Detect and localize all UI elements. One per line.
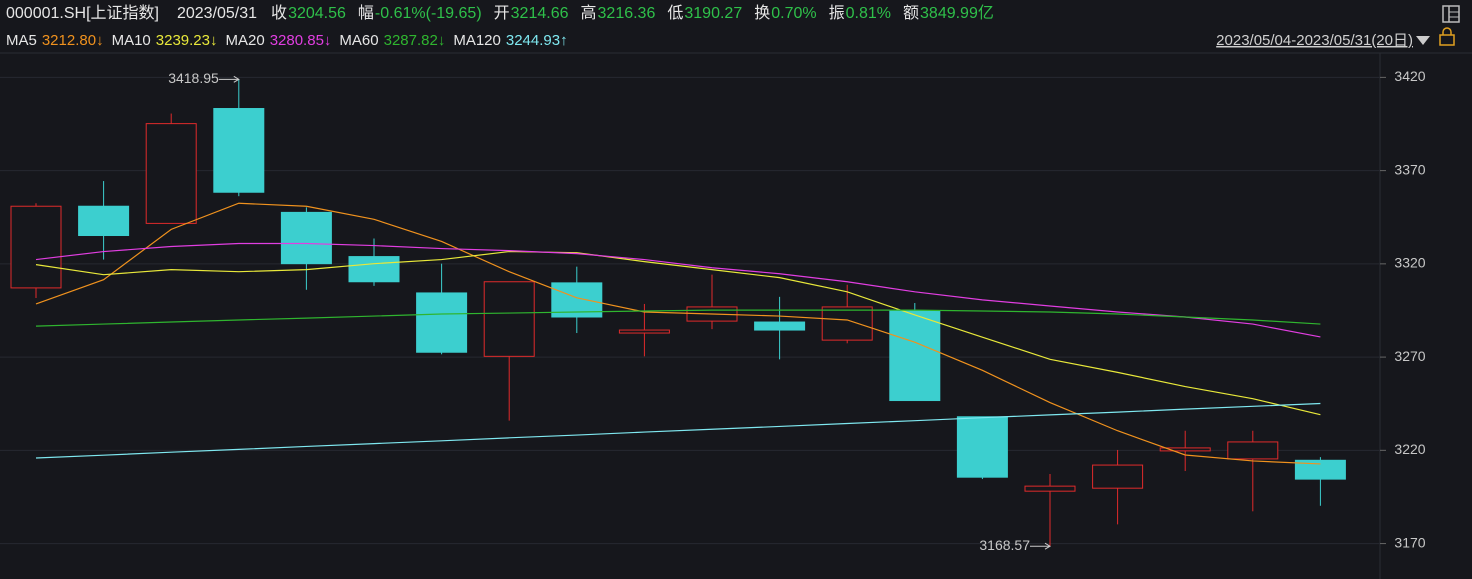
field-label: 开: [494, 5, 510, 22]
field-label: 幅: [358, 4, 374, 22]
field-label: 额: [903, 4, 919, 22]
legend-value: 3239.23↓: [156, 32, 218, 49]
ma-line: [35, 309, 1321, 327]
candle-body: [1159, 447, 1211, 452]
ma-line: [35, 202, 1321, 465]
range-text[interactable]: 2023/05/04-2023/05/31(20日): [1216, 32, 1413, 49]
high-label: 3418.95: [168, 70, 219, 86]
candle-body: [10, 205, 62, 289]
field-label: 收: [271, 4, 287, 22]
field-label: 低: [667, 4, 683, 22]
field-value: 3204.56: [288, 5, 346, 22]
legend-name: MA120: [453, 32, 501, 49]
legend-value: 3244.93↑: [506, 32, 568, 49]
y-tick-label: 3220: [1394, 441, 1425, 457]
y-tick-label: 3370: [1394, 161, 1425, 177]
field-value: 3214.66: [511, 5, 569, 22]
candle-body: [483, 281, 535, 357]
candle-body: [821, 306, 873, 341]
candle-body: [618, 329, 670, 334]
legend-name: MA20: [226, 32, 265, 49]
ma-line: [35, 242, 1321, 338]
ma-line: [35, 402, 1321, 459]
candle-body: [1294, 459, 1346, 480]
dropdown-icon: [1416, 36, 1430, 45]
high-arrowhead: [233, 75, 240, 83]
candle-body: [213, 108, 265, 193]
field-value: 0.81%: [846, 5, 891, 22]
field-label: 换: [754, 4, 770, 22]
candle-body: [1024, 485, 1076, 492]
candle-body: [956, 416, 1008, 478]
candle-body: [1227, 441, 1279, 460]
candle-body: [416, 292, 468, 353]
low-arrowhead: [1044, 542, 1051, 550]
candle-body: [889, 310, 941, 402]
field-label: 振: [829, 4, 845, 22]
legend-value: 3280.85↓: [270, 32, 332, 49]
field-value: 3216.36: [598, 5, 656, 22]
candle-body: [754, 321, 806, 331]
field-value: -0.61%(-19.65): [375, 5, 482, 22]
legend-value: 3287.82↓: [384, 32, 446, 49]
candle-body: [280, 211, 332, 265]
legend-name: MA10: [112, 32, 151, 49]
y-tick-label: 3320: [1394, 255, 1425, 271]
candle-body: [145, 123, 197, 224]
y-tick-label: 3420: [1394, 68, 1425, 84]
ma-line: [35, 250, 1321, 416]
candle-body: [348, 256, 400, 283]
field-value: 3849.99亿: [920, 4, 994, 22]
range-selector[interactable]: 2023/05/04-2023/05/31(20日): [1216, 27, 1455, 49]
legend-value: 3212.80↓: [42, 32, 104, 49]
low-label: 3168.57: [979, 537, 1030, 553]
y-tick-label: 3270: [1394, 348, 1425, 364]
candle-body: [78, 205, 130, 237]
candle-body: [1092, 464, 1144, 489]
y-tick-label: 3170: [1394, 534, 1425, 550]
date: 2023/05/31: [177, 5, 257, 22]
field-value: 0.70%: [771, 5, 816, 22]
symbol: 000001.SH[上证指数]: [6, 4, 159, 22]
lock-icon: [1439, 27, 1455, 46]
field-label: 高: [581, 4, 597, 22]
legend-name: MA5: [6, 32, 37, 49]
legend-name: MA60: [339, 32, 378, 49]
panel-icon[interactable]: [1442, 5, 1460, 23]
field-value: 3190.27: [684, 5, 742, 22]
